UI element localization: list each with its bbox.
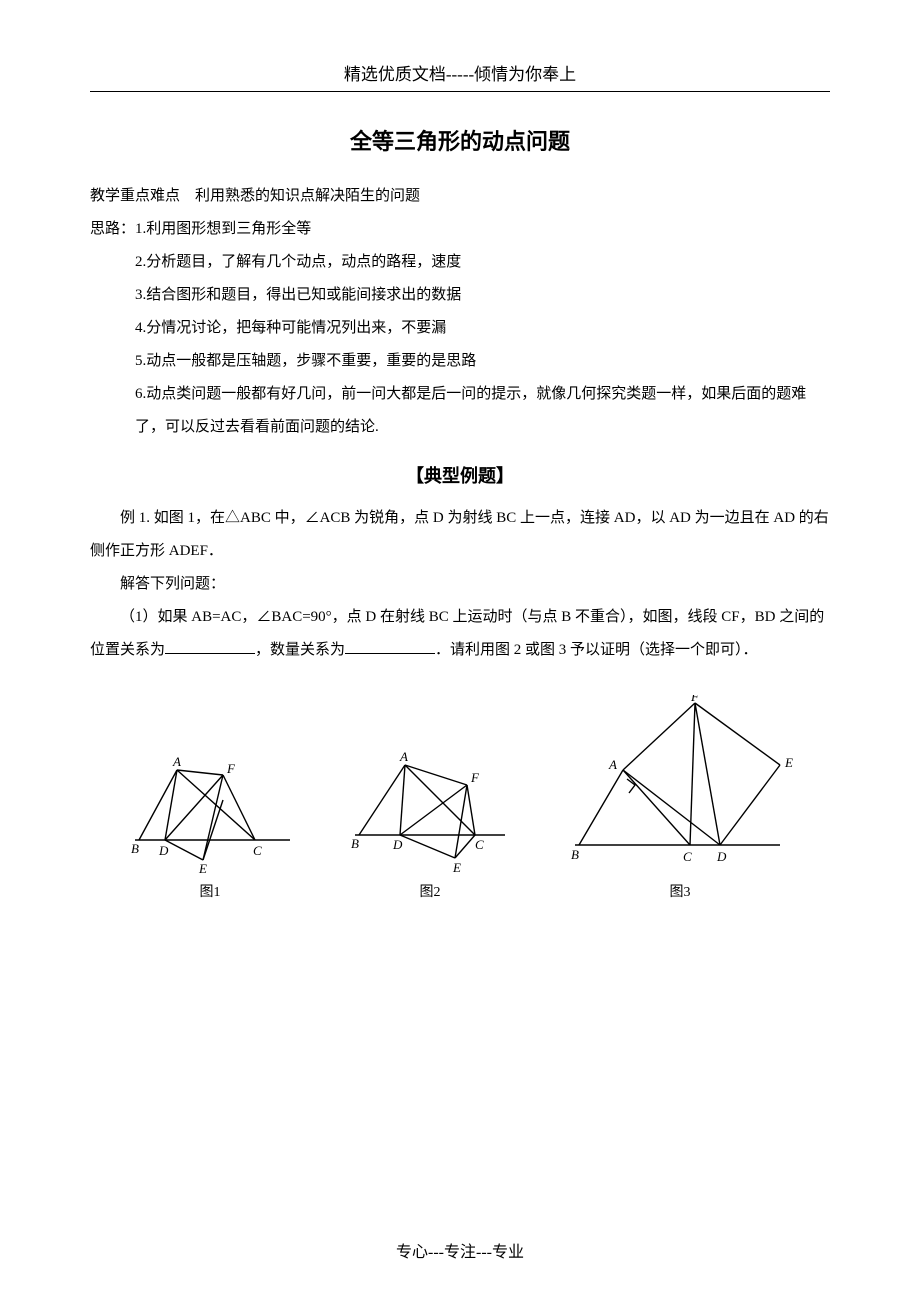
fig3-label-C: C <box>683 849 692 864</box>
fig2-label-C: C <box>475 837 484 852</box>
thought-3: 3.结合图形和题目，得出已知或能间接求出的数据 <box>90 279 830 312</box>
figure-1-label: 图1 <box>125 881 295 901</box>
figure-1: A B C D E F 图1 <box>125 755 295 901</box>
figures-row: A B C D E F 图1 <box>90 695 830 901</box>
fig2-label-E: E <box>452 860 461 875</box>
thought-5: 5.动点一般都是压轴题，步骤不重要，重要的是思路 <box>90 345 830 378</box>
main-title: 全等三角形的动点问题 <box>90 124 830 156</box>
blank-2 <box>345 638 435 654</box>
fig1-label-E: E <box>198 861 207 875</box>
q1-text-mid: ，数量关系为 <box>255 642 345 658</box>
example-stem-2: 解答下列问题： <box>90 568 830 601</box>
fig3-label-E: E <box>784 755 793 770</box>
document-page: 精选优质文档-----倾情为你奉上 全等三角形的动点问题 教学重点难点 利用熟悉… <box>0 0 920 1302</box>
thought-6: 6.动点类问题一般都有好几问，前一问大都是后一问的提示，就像几何探究类题一样，如… <box>90 378 830 444</box>
thought-label: 思路： <box>90 221 135 237</box>
fig1-label-B: B <box>131 841 139 856</box>
thought-4: 4.分情况讨论，把每种可能情况列出来，不要漏 <box>90 312 830 345</box>
thought-2: 2.分析题目，了解有几个动点，动点的路程，速度 <box>90 246 830 279</box>
page-header: 精选优质文档-----倾情为你奉上 <box>90 60 830 92</box>
example-q1: （1）如果 AB=AC，∠BAC=90°，点 D 在射线 BC 上运动时（与点 … <box>90 601 830 667</box>
fig1-label-D: D <box>158 843 169 858</box>
fig3-label-D: D <box>716 849 727 864</box>
section-heading: 【典型例题】 <box>90 462 830 488</box>
fig3-label-A: A <box>608 757 617 772</box>
figure-2: A B C D E F 图2 <box>345 750 515 901</box>
figure-1-svg: A B C D E F <box>125 755 295 875</box>
blank-1 <box>165 638 255 654</box>
fig2-label-F: F <box>470 770 480 785</box>
fig1-label-F: F <box>226 761 236 776</box>
figure-3: A B C D E F 图3 <box>565 695 795 901</box>
fig2-label-A: A <box>399 750 408 764</box>
thought-line-1: 思路：1.利用图形想到三角形全等 <box>90 213 830 246</box>
fig3-label-B: B <box>571 847 579 862</box>
thought-1: 1.利用图形想到三角形全等 <box>135 221 311 237</box>
figure-2-svg: A B C D E F <box>345 750 515 875</box>
fig2-label-B: B <box>351 836 359 851</box>
fig1-label-A: A <box>172 755 181 769</box>
page-footer: 专心---专注---专业 <box>0 1238 920 1262</box>
figure-3-label: 图3 <box>565 881 795 901</box>
q1-text-post: ．请利用图 2 或图 3 予以证明（选择一个即可）． <box>435 642 758 658</box>
teaching-overview: 教学重点难点 利用熟悉的知识点解决陌生的问题 <box>90 180 830 213</box>
example-1: 例 1. 如图 1，在△ABC 中，∠ACB 为锐角，点 D 为射线 BC 上一… <box>90 502 830 667</box>
example-stem-1: 例 1. 如图 1，在△ABC 中，∠ACB 为锐角，点 D 为射线 BC 上一… <box>90 502 830 568</box>
figure-2-label: 图2 <box>345 881 515 901</box>
fig2-label-D: D <box>392 837 403 852</box>
fig1-label-C: C <box>253 843 262 858</box>
figure-3-svg: A B C D E F <box>565 695 795 875</box>
fig3-label-F: F <box>690 695 700 704</box>
